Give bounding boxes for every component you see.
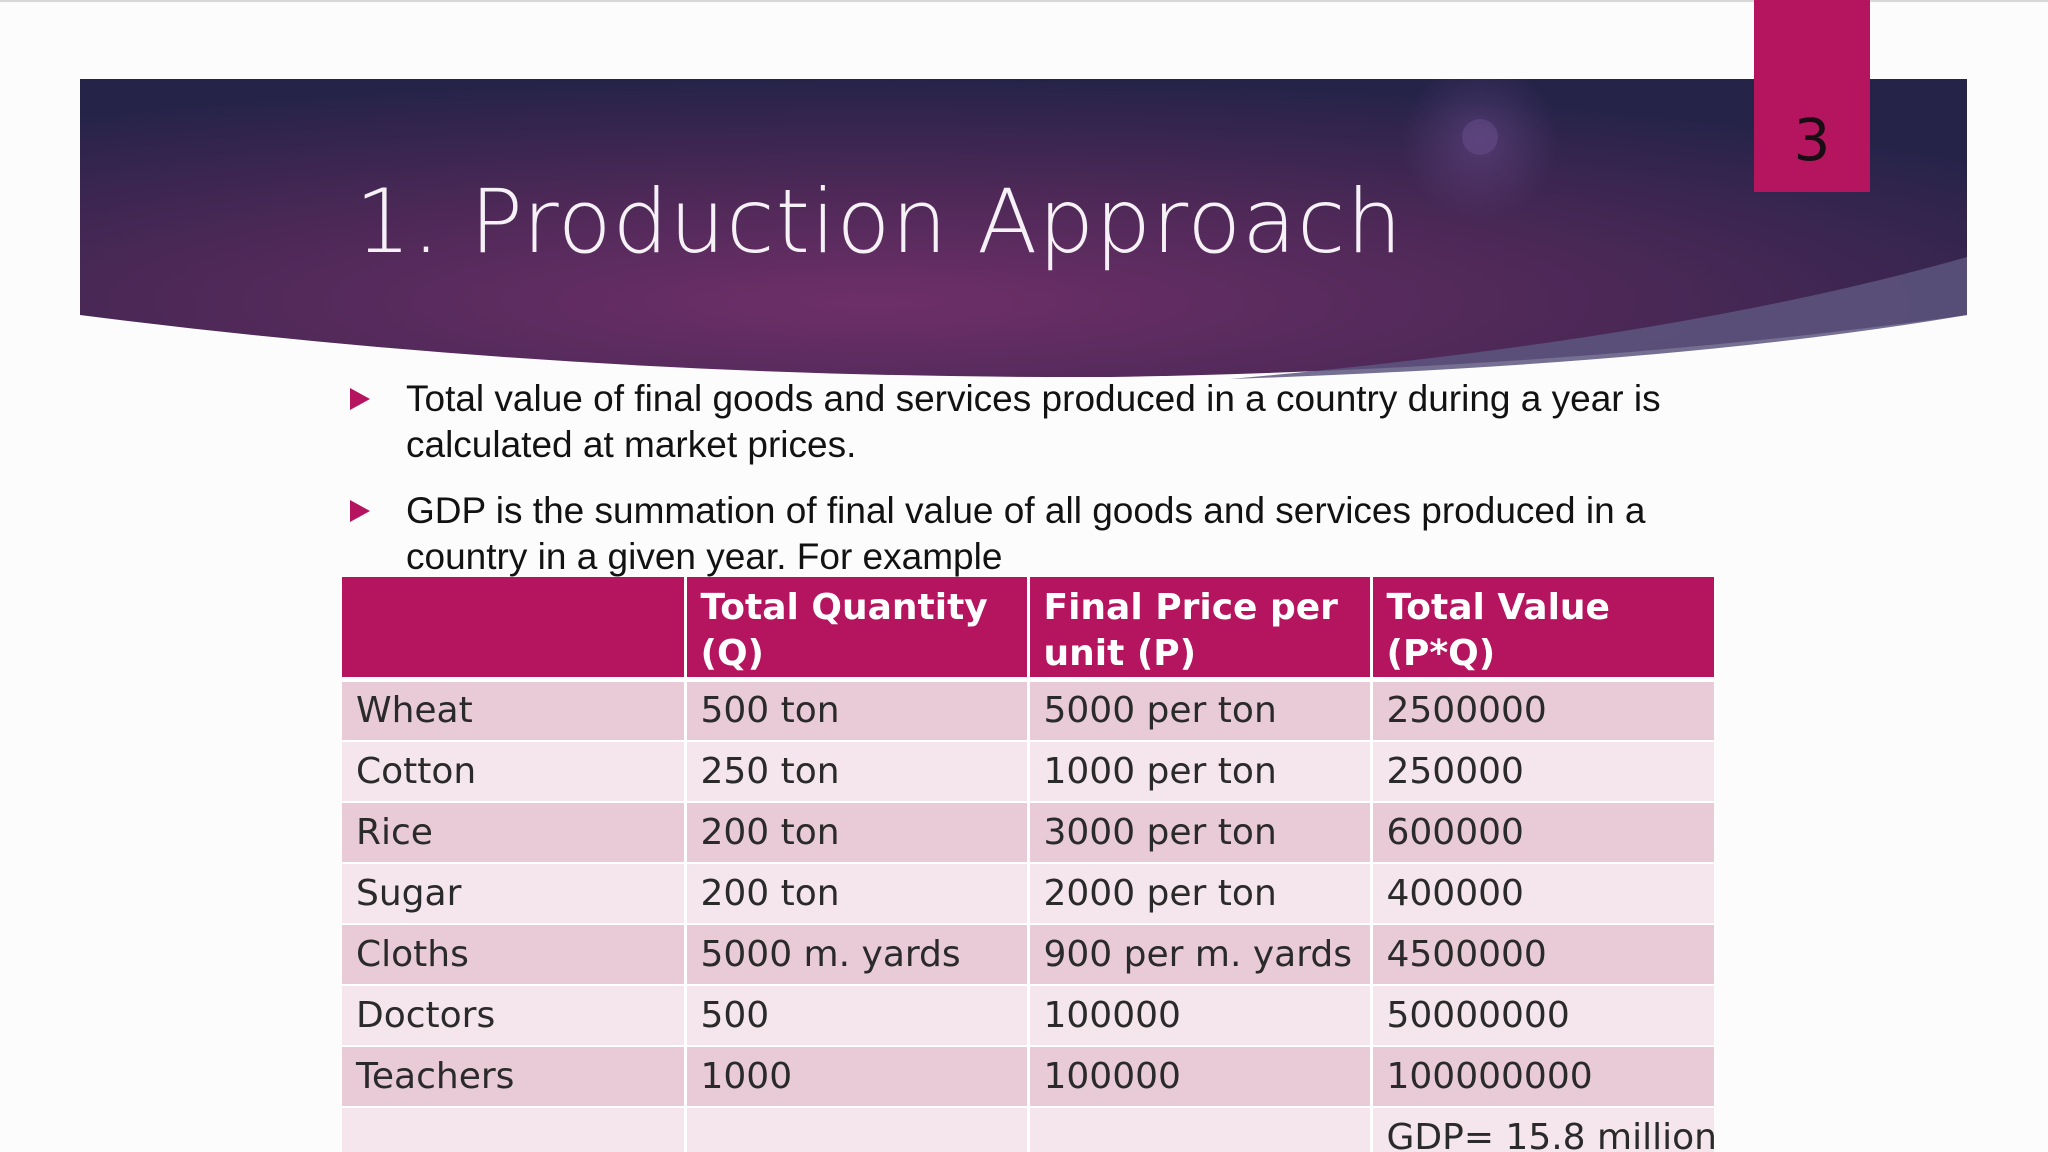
price-cell: 3000 per ton xyxy=(1028,801,1373,864)
table-footer-row: GDP= 15.8 million xyxy=(342,1106,1714,1152)
item-cell: Wheat xyxy=(342,679,687,742)
footer-cell xyxy=(685,1106,1030,1152)
footer-cell xyxy=(1028,1106,1373,1152)
gdp-total-cell: GDP= 15.8 million xyxy=(1371,1106,1714,1152)
slide-number: 3 xyxy=(1793,106,1831,174)
quantity-cell: 200 ton xyxy=(685,801,1030,864)
price-cell: 900 per m. yards xyxy=(1028,923,1373,986)
quantity-cell: 250 ton xyxy=(685,740,1030,803)
header-cell-quantity: Total Quantity (Q) xyxy=(685,577,1030,682)
item-cell: Rice xyxy=(342,801,687,864)
total-cell: 50000000 xyxy=(1371,984,1714,1047)
price-cell: 1000 per ton xyxy=(1028,740,1373,803)
total-cell: 100000000 xyxy=(1371,1045,1714,1108)
total-cell: 250000 xyxy=(1371,740,1714,803)
header-cell-total: Total Value (P*Q) xyxy=(1371,577,1714,682)
quantity-cell: 200 ton xyxy=(685,862,1030,925)
table-row: Teachers 1000 100000 100000000 xyxy=(342,1045,1714,1108)
bullet-item: GDP is the summation of final value of a… xyxy=(350,488,1710,580)
gdp-table: Total Quantity (Q) Final Price per unit … xyxy=(342,577,1714,1152)
item-cell: Cotton xyxy=(342,740,687,803)
quantity-cell: 500 ton xyxy=(685,679,1030,742)
triangle-bullet-icon xyxy=(350,388,370,410)
item-cell: Sugar xyxy=(342,862,687,925)
table-row: Cotton 250 ton 1000 per ton 250000 xyxy=(342,740,1714,803)
quantity-cell: 500 xyxy=(685,984,1030,1047)
price-cell: 100000 xyxy=(1028,1045,1373,1108)
item-cell: Teachers xyxy=(342,1045,687,1108)
total-cell: 4500000 xyxy=(1371,923,1714,986)
header-cell-price: Final Price per unit (P) xyxy=(1028,577,1373,682)
total-cell: 600000 xyxy=(1371,801,1714,864)
item-cell: Cloths xyxy=(342,923,687,986)
table-row: Sugar 200 ton 2000 per ton 400000 xyxy=(342,862,1714,925)
table-header-row: Total Quantity (Q) Final Price per unit … xyxy=(342,577,1714,682)
price-cell: 2000 per ton xyxy=(1028,862,1373,925)
table-row: Wheat 500 ton 5000 per ton 2500000 xyxy=(342,679,1714,742)
bullet-item: Total value of final goods and services … xyxy=(350,376,1710,468)
total-cell: 400000 xyxy=(1371,862,1714,925)
price-cell: 5000 per ton xyxy=(1028,679,1373,742)
price-cell: 100000 xyxy=(1028,984,1373,1047)
quantity-cell: 5000 m. yards xyxy=(685,923,1030,986)
footer-cell xyxy=(342,1106,687,1152)
header-cell-item xyxy=(342,577,687,682)
bullet-text: GDP is the summation of final value of a… xyxy=(406,490,1646,577)
table-row: Rice 200 ton 3000 per ton 600000 xyxy=(342,801,1714,864)
bullet-list: Total value of final goods and services … xyxy=(350,376,1710,580)
bullet-text: Total value of final goods and services … xyxy=(406,378,1661,465)
title-banner xyxy=(80,79,1967,379)
item-cell: Doctors xyxy=(342,984,687,1047)
table-row: Cloths 5000 m. yards 900 per m. yards 45… xyxy=(342,923,1714,986)
triangle-bullet-icon xyxy=(350,500,370,522)
gdp-table-container: Total Quantity (Q) Final Price per unit … xyxy=(342,577,1714,1152)
quantity-cell: 1000 xyxy=(685,1045,1030,1108)
slide-number-badge: 3 xyxy=(1754,0,1870,192)
table-row: Doctors 500 100000 50000000 xyxy=(342,984,1714,1047)
total-cell: 2500000 xyxy=(1371,679,1714,742)
top-rule xyxy=(0,0,2048,2)
slide-title: 1. Production Approach xyxy=(355,170,1404,273)
